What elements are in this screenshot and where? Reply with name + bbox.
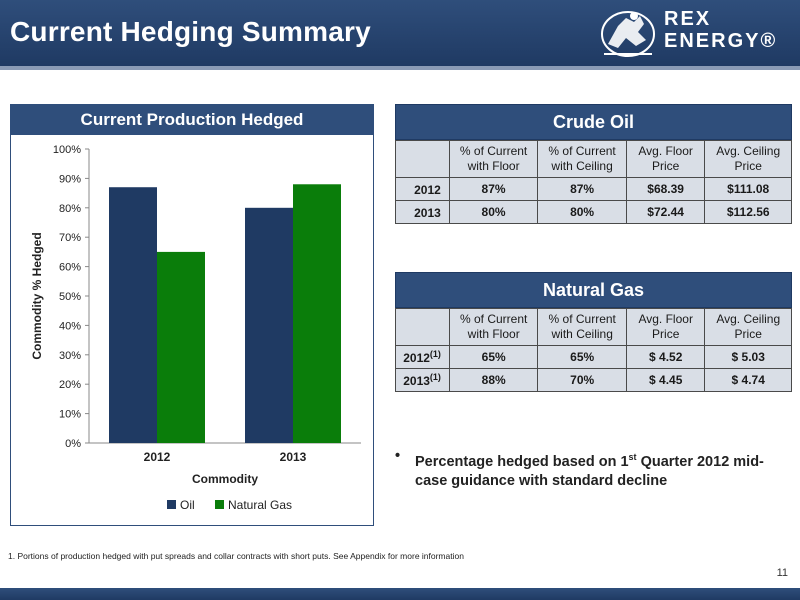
y-tick-label: 80%	[59, 203, 81, 215]
row-year: 2012	[395, 177, 450, 201]
x-axis-title: Commodity	[192, 472, 258, 486]
bar-natural-gas-2013	[293, 184, 341, 443]
legend-swatch	[215, 500, 224, 509]
row-year: 2013	[395, 200, 450, 224]
cell-floor-pct: 80%	[448, 200, 539, 224]
cell-ceiling-pct: 70%	[537, 368, 627, 392]
table-header-cell: % of Current with Ceiling	[537, 140, 627, 178]
cell-floor-pct: 65%	[448, 345, 539, 369]
cell-floor-pct: 88%	[448, 368, 539, 392]
cell-floor-pct: 87%	[448, 177, 539, 201]
y-tick-label: 70%	[59, 232, 81, 244]
bar-oil-2012	[109, 187, 157, 443]
cell-ceiling-pct: 80%	[537, 200, 627, 224]
y-tick-label: 30%	[59, 350, 81, 362]
cell-ceiling-price: $ 4.74	[704, 368, 792, 392]
legend-swatch	[167, 500, 176, 509]
cell-floor-price: $ 4.52	[625, 345, 706, 369]
natural-gas-table: Natural Gas % of Current with Floor % of…	[395, 272, 792, 392]
x-tick-label: 2013	[280, 450, 307, 464]
table-header-cell	[395, 140, 450, 178]
page-number: 11	[776, 567, 788, 579]
table-header-cell: Avg. Floor Price	[625, 308, 706, 346]
table-header-cell: Avg. Ceiling Price	[704, 308, 792, 346]
table-header-cell: % of Current with Ceiling	[537, 308, 627, 346]
bullet-icon: •	[395, 448, 401, 464]
y-tick-label: 10%	[59, 409, 81, 421]
horse-rider-logo-icon	[601, 11, 655, 57]
hedged-bar-chart: 0% 10% 20% 30% 40% 50% 60% 70% 80% 90% 100% 2012 201…	[30, 144, 361, 512]
row-year: 2012(1)	[395, 345, 450, 369]
cell-ceiling-price: $111.08	[704, 177, 792, 201]
table-header-cell	[395, 308, 450, 346]
y-tick-label: 90%	[59, 173, 81, 185]
footnote: 1. Portions of production hedged with pu…	[8, 551, 464, 561]
cell-ceiling-price: $ 5.03	[704, 345, 792, 369]
y-axis-title: Commodity % Hedged	[30, 232, 44, 359]
table-row: 2013 80% 80% $72.44 $112.56	[395, 200, 792, 224]
logo-text-energy: ENERGY®	[664, 30, 778, 52]
footer-bar	[0, 588, 800, 600]
table-row: 2012 87% 87% $68.39 $111.08	[395, 177, 792, 201]
table-row: 2013(1) 88% 70% $ 4.45 $ 4.74	[395, 368, 792, 392]
y-tick-label: 50%	[59, 291, 81, 303]
legend-label: Natural Gas	[228, 498, 292, 512]
production-hedged-chart-panel: Current Production Hedged 0% 10% 20% 30% 40%…	[10, 104, 374, 526]
table-header-cell: Avg. Floor Price	[625, 140, 706, 178]
y-tick-label: 20%	[59, 379, 81, 391]
y-tick-label: 100%	[53, 144, 81, 156]
cell-floor-price: $ 4.45	[625, 368, 706, 392]
y-tick-label: 0%	[65, 438, 81, 450]
table-row: 2012(1) 65% 65% $ 4.52 $ 5.03	[395, 345, 792, 369]
y-tick-label: 40%	[59, 320, 81, 332]
cell-ceiling-pct: 65%	[537, 345, 627, 369]
chart-panel-title: Current Production Hedged	[11, 105, 373, 135]
company-logo: REX ENERGY®	[596, 4, 796, 62]
slide-title: Current Hedging Summary	[10, 16, 371, 47]
cell-ceiling-price: $112.56	[704, 200, 792, 224]
table-header-row: % of Current with Floor % of Current wit…	[395, 308, 792, 346]
table-header-cell: Avg. Ceiling Price	[704, 140, 792, 178]
x-tick-label: 2012	[144, 450, 171, 464]
title-banner: Current Hedging Summary REX ENERGY®	[0, 0, 800, 70]
natural-gas-table-title: Natural Gas	[395, 272, 792, 308]
cell-ceiling-pct: 87%	[537, 177, 627, 201]
crude-oil-table: Crude Oil % of Current with Floor % of C…	[395, 104, 792, 224]
table-header-row: % of Current with Floor % of Current wit…	[395, 140, 792, 178]
crude-oil-table-title: Crude Oil	[395, 104, 792, 140]
cell-floor-price: $68.39	[625, 177, 706, 201]
table-header-cell: % of Current with Floor	[448, 140, 539, 178]
row-year: 2013(1)	[395, 368, 450, 392]
bar-natural-gas-2012	[157, 251, 205, 443]
table-header-cell: % of Current with Floor	[448, 308, 539, 346]
y-tick-label: 60%	[59, 262, 81, 274]
bullet-text: Percentage hedged based on 1st Quarter 2…	[415, 452, 764, 489]
logo-text-rex: REX	[664, 8, 712, 30]
legend-label: Oil	[180, 498, 195, 512]
bar-oil-2013	[245, 207, 293, 443]
cell-floor-price: $72.44	[625, 200, 706, 224]
